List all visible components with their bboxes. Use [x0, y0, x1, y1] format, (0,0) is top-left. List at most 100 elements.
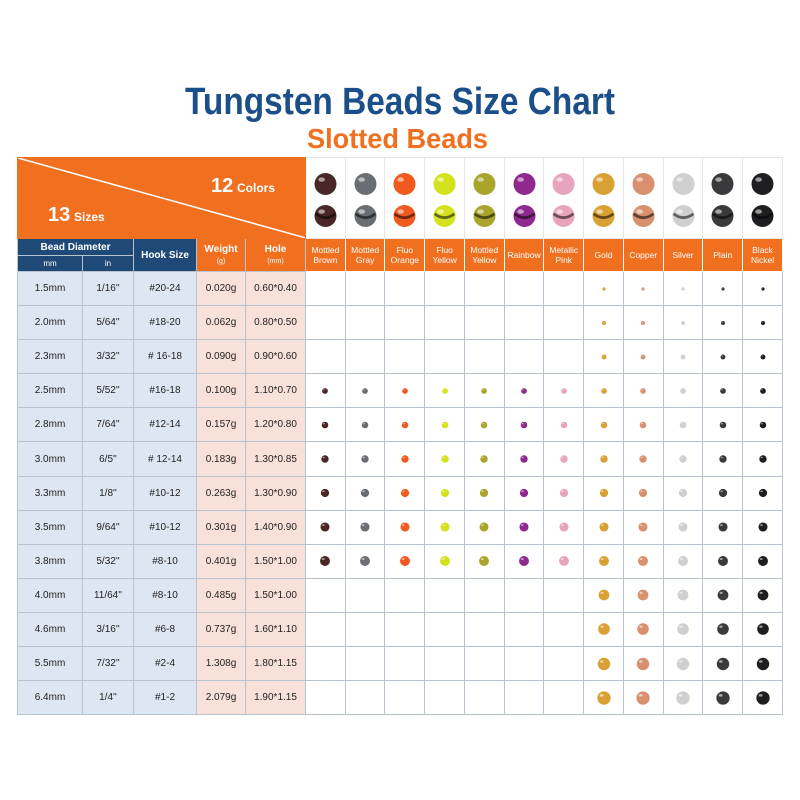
- swatch: [354, 173, 377, 227]
- bead: [552, 173, 575, 195]
- bead-cell: [583, 543, 624, 579]
- bead-cell: [622, 373, 664, 409]
- bead-dot: [558, 556, 569, 567]
- bead-dot: [441, 421, 448, 429]
- bead-highlight: [560, 558, 564, 561]
- bead-dot: [636, 691, 650, 705]
- bead: [439, 556, 450, 567]
- bead-cell: [622, 407, 664, 443]
- row: 3.0mm 6/5'' # 12-14 0.183g 1.30*0.85: [17, 441, 783, 477]
- bead-highlight: [601, 422, 604, 425]
- cell: 0.100g: [196, 373, 246, 409]
- bead-cell: [702, 407, 744, 443]
- cell: #8-10: [133, 577, 197, 613]
- bead-highlight: [401, 524, 405, 527]
- bead-cell: [503, 270, 545, 307]
- bead: [592, 173, 615, 195]
- bead-dot: [679, 421, 687, 429]
- bead: [639, 455, 647, 463]
- swatch-cell: [622, 157, 664, 239]
- bead: [719, 455, 727, 463]
- bead-cell: [742, 577, 783, 613]
- bead-highlight: [640, 558, 644, 561]
- bead-cell: [702, 373, 744, 409]
- cell: 2.8mm: [17, 407, 83, 443]
- size-table: 12 Colors 13 Sizes Bead Diameter Hook Si…: [16, 157, 783, 716]
- bead: [632, 173, 655, 195]
- bead: [759, 387, 766, 394]
- bead: [393, 173, 416, 195]
- bead: [520, 455, 528, 463]
- bead-dot: [640, 354, 646, 360]
- cell: 0.183g: [196, 441, 246, 477]
- bead: [637, 657, 650, 670]
- bead-dot: [322, 387, 329, 394]
- bead-cell: [662, 680, 704, 716]
- bead-dot: [639, 421, 647, 429]
- bead-cell: [344, 407, 386, 443]
- bead-dot: [440, 455, 449, 463]
- bead-dot: [519, 556, 530, 567]
- bead-highlight: [681, 287, 683, 289]
- bead-cell: [742, 270, 783, 307]
- bead-dot: [755, 691, 770, 705]
- bead: [360, 488, 370, 498]
- bead: [399, 556, 410, 567]
- bead-highlight: [481, 490, 485, 493]
- bead-cell: [583, 646, 624, 682]
- bead-cell: [662, 270, 704, 307]
- bead-highlight: [760, 456, 763, 459]
- cell: 3.8mm: [17, 543, 83, 579]
- row: 6.4mm 1/4'' #1-2 2.079g 1.90*1.15: [17, 680, 783, 716]
- swatch-cell: [463, 157, 505, 239]
- cell: 5.5mm: [17, 646, 83, 682]
- bead-highlight: [596, 209, 604, 214]
- cell: 6/5'': [82, 441, 134, 477]
- color-name: Rainbow: [503, 238, 545, 272]
- bead-highlight: [760, 355, 763, 357]
- bead-cell: [305, 577, 346, 613]
- bead: [519, 488, 529, 498]
- bead-highlight: [678, 693, 683, 697]
- bead-cell: [543, 611, 585, 648]
- cell: 1.40*0.90: [244, 509, 307, 545]
- bead-dot: [601, 320, 606, 325]
- bead: [321, 455, 330, 463]
- cell: 5/52'': [82, 373, 134, 409]
- bead-cell: [344, 646, 386, 682]
- bead-highlight: [402, 490, 405, 493]
- bead-cell: [543, 646, 585, 682]
- bead: [716, 623, 729, 636]
- bead-cell: [424, 509, 465, 545]
- bead-highlight: [318, 209, 325, 214]
- cell: 0.157g: [196, 407, 246, 443]
- bead-highlight: [678, 659, 683, 663]
- color-name: Plain: [702, 238, 744, 272]
- bead: [720, 320, 725, 325]
- bead-slot: [751, 212, 774, 220]
- bead-cell: [583, 407, 624, 443]
- titles: Tungsten Beads Size Chart Slotted Beads: [185, 81, 615, 154]
- bead: [679, 455, 687, 463]
- cell: 6.4mm: [17, 680, 83, 716]
- bead-dot: [320, 522, 330, 532]
- bead-dot: [680, 320, 686, 325]
- cell: #8-10: [133, 543, 197, 579]
- bead-highlight: [521, 422, 524, 425]
- cell: 7/32'': [82, 646, 134, 682]
- bead-cell: [305, 475, 346, 511]
- bead-cell: [622, 611, 664, 648]
- cell: 7/64'': [82, 407, 134, 443]
- bead-cell: [424, 646, 465, 682]
- bead-dot: [480, 488, 489, 498]
- header: Bead Diameter: [17, 238, 134, 256]
- bead: [637, 623, 650, 636]
- bead-dot: [481, 421, 488, 429]
- bead: [519, 556, 530, 567]
- cell: 0.485g: [196, 577, 246, 613]
- bead-cell: [503, 441, 545, 477]
- bead-cell: [305, 441, 346, 477]
- bead-dot: [559, 488, 568, 498]
- bead-highlight: [318, 177, 325, 182]
- bead-highlight: [561, 490, 564, 493]
